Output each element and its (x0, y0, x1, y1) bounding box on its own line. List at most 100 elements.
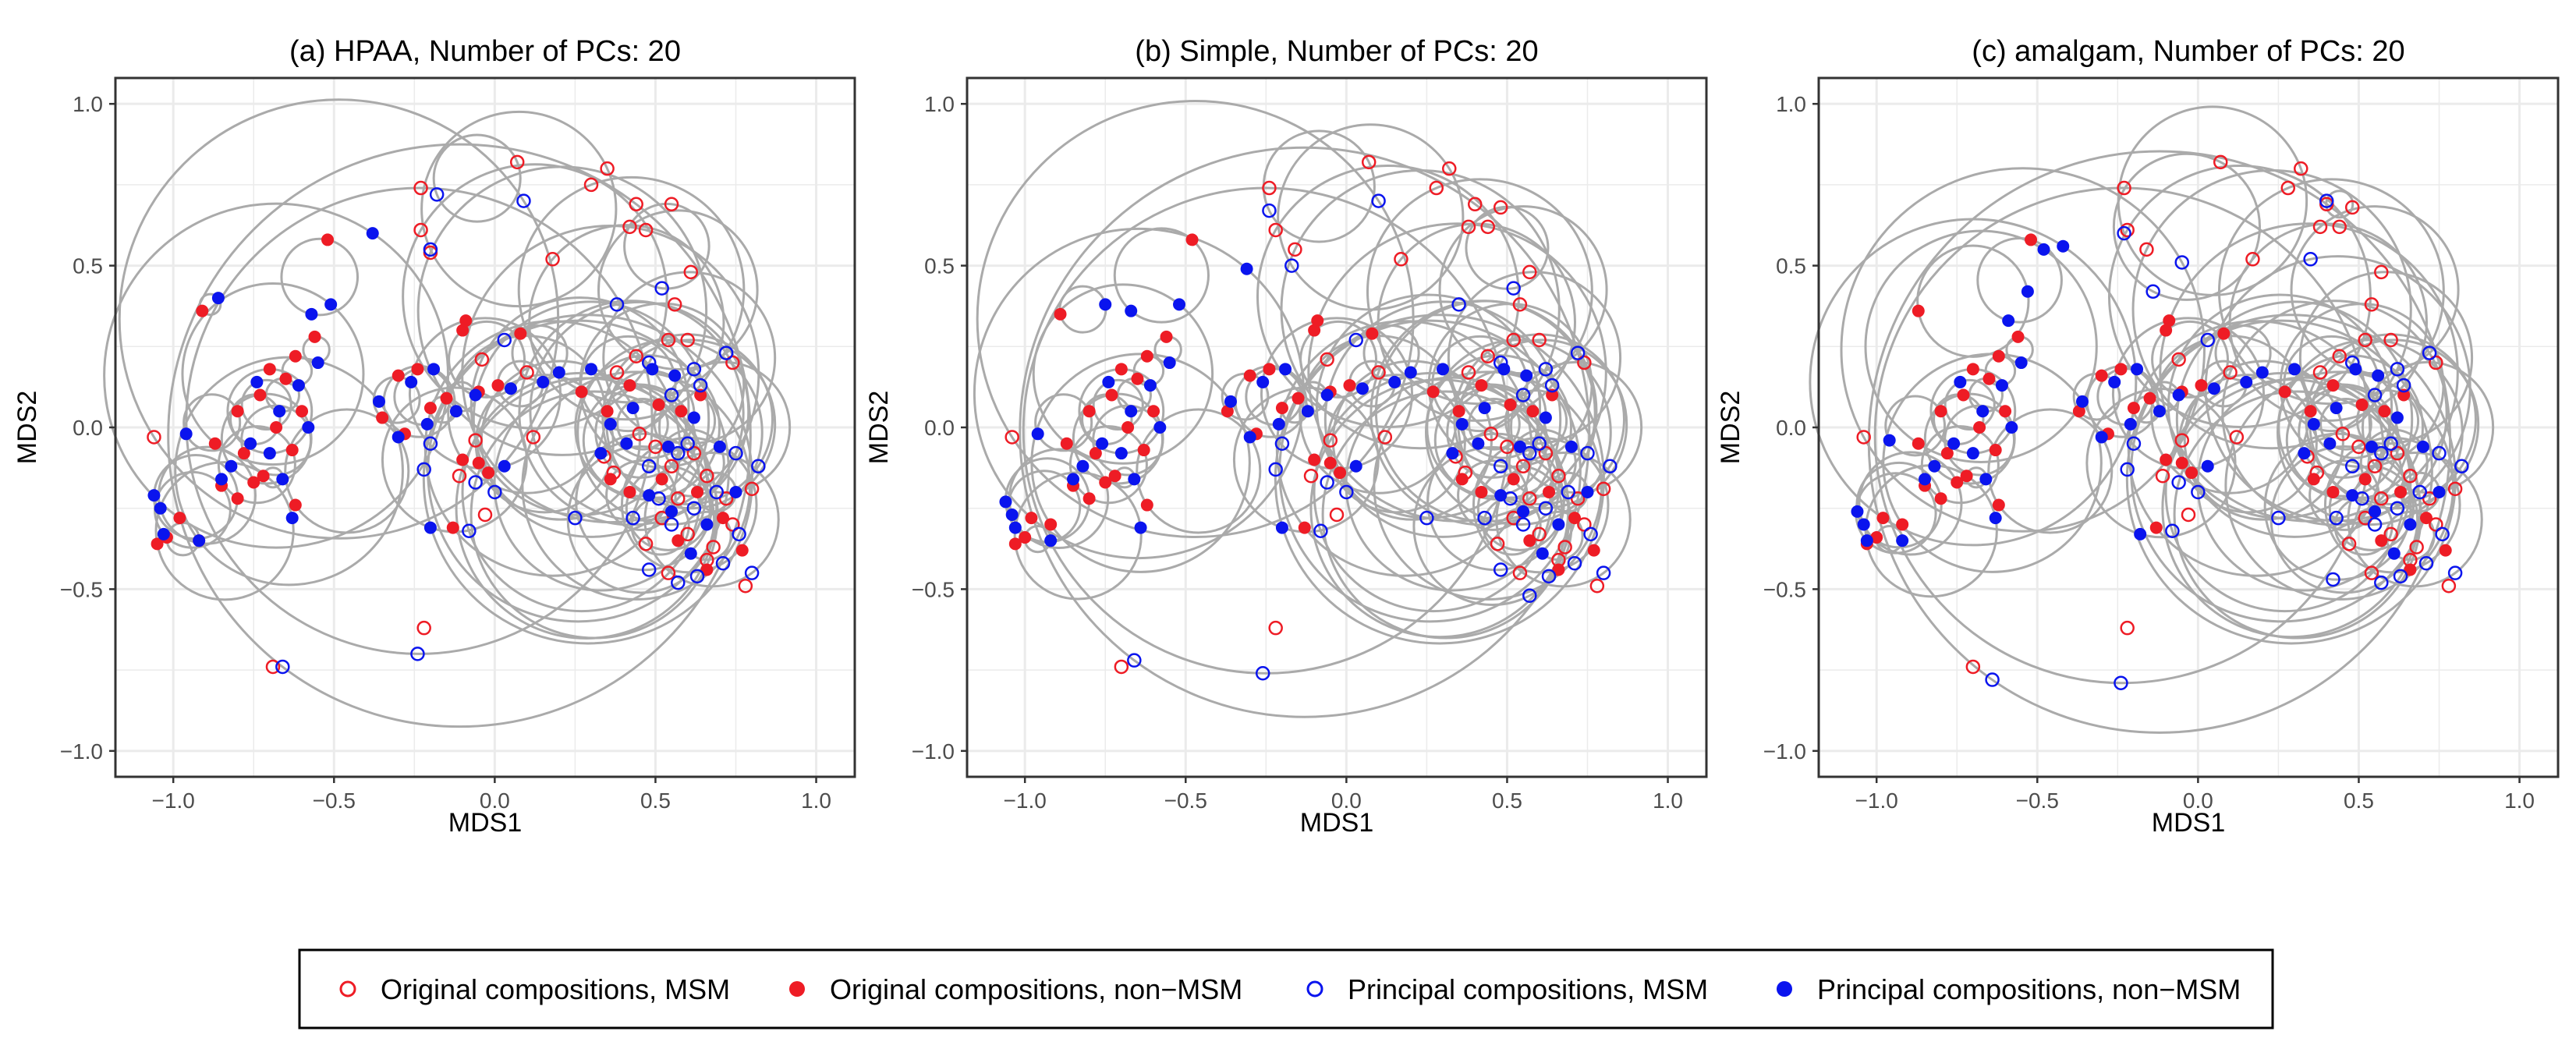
x-tick-label: 0.0 (480, 789, 510, 813)
data-point (276, 473, 289, 486)
data-point (225, 459, 238, 473)
y-tick-label: 1.0 (1776, 92, 1806, 116)
data-point (2369, 505, 2382, 518)
data-point (1308, 324, 1321, 337)
data-point (2172, 388, 2185, 402)
data-point (237, 447, 250, 460)
data-point (1008, 537, 1022, 551)
data-point (568, 510, 583, 526)
connector-circle (1920, 425, 2000, 505)
data-point (1506, 510, 1521, 526)
data-point (2095, 431, 2108, 444)
data-point (671, 575, 686, 590)
data-point (2131, 363, 2144, 376)
data-point (1446, 447, 1459, 460)
data-point (2165, 523, 2180, 538)
data-point (2378, 405, 2391, 418)
data-point (1025, 512, 1038, 525)
legend-label: Original compositions, non−MSM (830, 973, 1242, 1005)
data-point (472, 456, 485, 470)
data-point (545, 252, 560, 267)
data-point (1564, 440, 1578, 453)
connector-circle (1840, 167, 2206, 533)
data-point (620, 437, 633, 450)
data-point (1989, 512, 2002, 525)
data-point (440, 392, 453, 405)
data-point (1478, 402, 1491, 415)
data-point (1954, 375, 1967, 388)
connector-circle (2359, 428, 2429, 498)
data-point (2108, 375, 2121, 388)
data-point (648, 439, 663, 455)
y-axis-title: MDS2 (1716, 391, 1745, 464)
data-point (244, 437, 257, 450)
connector-circle (472, 300, 710, 538)
data-point (2185, 466, 2199, 480)
connector-circle (1426, 432, 1565, 572)
data-point (1985, 672, 2000, 687)
connector-circle (2125, 314, 2457, 645)
data-point (1355, 382, 1369, 395)
data-point (2278, 385, 2291, 399)
data-point (2416, 440, 2429, 453)
data-point (1995, 379, 2008, 392)
data-point (622, 219, 637, 235)
data-point (1532, 436, 1547, 451)
data-point (2126, 436, 2142, 451)
data-point (247, 476, 260, 489)
data-point (1320, 388, 1334, 402)
data-point (729, 485, 742, 498)
data-point (2160, 324, 2173, 337)
data-point (1477, 510, 1492, 526)
data-point (1522, 445, 1537, 461)
data-point (686, 445, 702, 461)
data-point (2139, 242, 2154, 257)
connector-circle (2285, 383, 2400, 498)
y-tick-label: 1.0 (73, 92, 103, 116)
data-point (2217, 327, 2231, 340)
data-point (1552, 563, 1565, 576)
connector-circle (656, 428, 725, 498)
data-point (273, 405, 286, 418)
data-point (1493, 200, 1508, 215)
data-point (1539, 411, 1552, 424)
data-point (2143, 392, 2156, 405)
data-point (509, 154, 525, 170)
data-point (474, 352, 490, 367)
data-point (2319, 193, 2334, 208)
data-point (154, 501, 167, 515)
data-point (208, 437, 221, 450)
connector-circle (2385, 510, 2436, 562)
data-point (2298, 447, 2311, 460)
data-point (2422, 491, 2437, 506)
data-point (157, 527, 170, 540)
connector-circle (1323, 300, 1562, 538)
x-tick-label: 0.0 (1331, 789, 1362, 813)
data-point (1896, 518, 1909, 531)
data-point (1067, 473, 1080, 486)
y-tick-label: −1.0 (60, 739, 103, 764)
data-point (2181, 507, 2196, 523)
x-tick-label: 1.0 (2504, 789, 2535, 813)
connector-circle (198, 292, 222, 317)
data-point (1532, 526, 1547, 542)
data-point (1965, 659, 1981, 675)
legend-key-principal-msm (1306, 980, 1323, 998)
data-point (2120, 222, 2135, 238)
connector-circle (2117, 105, 2308, 296)
data-point (999, 495, 1012, 509)
data-point (1256, 375, 1270, 388)
data-point (1999, 405, 2012, 418)
data-point (2409, 540, 2424, 555)
x-tick-label: 1.0 (1653, 789, 1683, 813)
data-point (2364, 565, 2379, 580)
data-point (1272, 417, 1285, 431)
data-point (1512, 297, 1528, 312)
connector-circle (240, 378, 292, 431)
data-point (2124, 417, 2137, 431)
data-point (1475, 379, 1488, 392)
connector-circle (976, 100, 1415, 539)
data-point (1480, 349, 1495, 363)
data-point (1005, 430, 1019, 445)
connector-circle (1274, 314, 1605, 645)
